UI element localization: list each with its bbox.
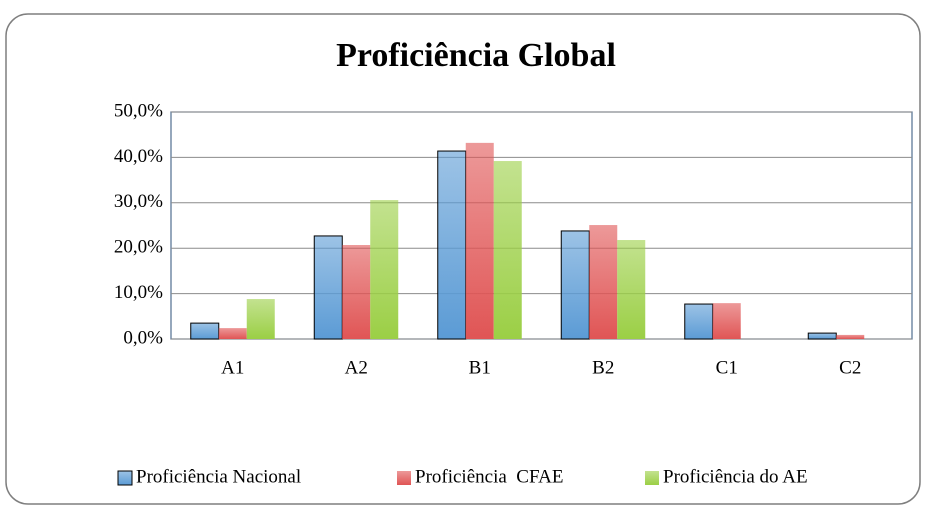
bar: [465, 142, 494, 339]
bar: [712, 303, 741, 339]
bar: [617, 240, 646, 339]
bar: [684, 303, 714, 340]
y-tick-label: 20,0%: [114, 237, 163, 258]
y-tick-label: 30,0%: [114, 191, 163, 212]
bar: [589, 225, 618, 339]
x-tick-label: C1: [716, 357, 738, 378]
x-tick-label: A2: [345, 357, 368, 378]
legend-swatch: [645, 471, 659, 485]
legend-swatch: [117, 470, 133, 486]
bar: [807, 332, 837, 340]
bar: [370, 200, 399, 339]
x-tick-label: B2: [592, 357, 614, 378]
bar: [342, 245, 371, 339]
y-tick-label: 10,0%: [114, 282, 163, 303]
bar: [560, 230, 590, 340]
bar: [836, 334, 865, 339]
x-tick-label: C2: [839, 357, 861, 378]
y-tick-label: 0,0%: [123, 327, 163, 348]
x-tick-label: B1: [469, 357, 491, 378]
legend-label: Proficiência CFAE: [415, 466, 563, 487]
bar: [493, 161, 522, 339]
legend-swatch: [397, 471, 411, 485]
chart-title: Proficiência Global: [336, 37, 616, 74]
bar: [313, 235, 343, 340]
bar: [190, 322, 220, 340]
bar: [437, 150, 467, 340]
bar: [218, 328, 247, 339]
legend-label: Proficiência do AE: [663, 466, 808, 487]
legend-label: Proficiência Nacional: [136, 466, 301, 487]
x-tick-label: A1: [221, 357, 244, 378]
bar: [246, 299, 275, 339]
y-tick-label: 40,0%: [114, 146, 163, 167]
y-tick-label: 50,0%: [114, 100, 163, 121]
